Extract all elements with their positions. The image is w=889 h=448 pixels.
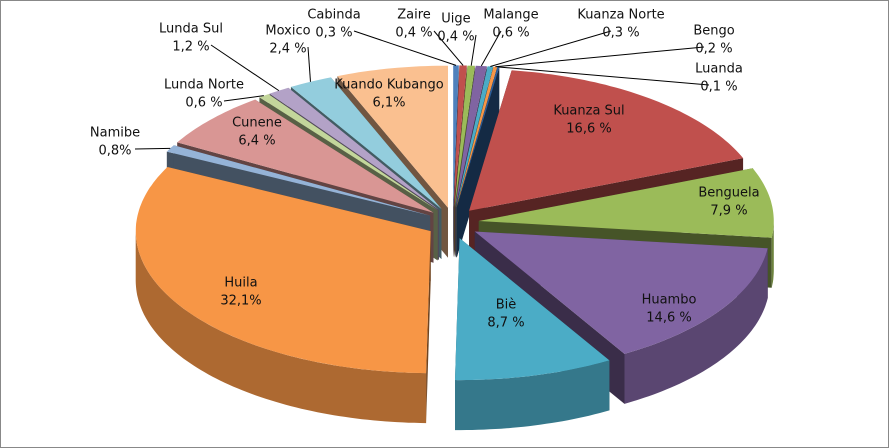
slice-label: Kuanza Sul xyxy=(553,104,624,119)
leader-line xyxy=(433,30,464,66)
slice-side xyxy=(455,360,610,431)
slice-label: Uige xyxy=(441,12,470,27)
slice xyxy=(135,167,431,374)
slice xyxy=(259,94,438,211)
slice xyxy=(474,231,768,354)
slice xyxy=(177,99,434,213)
slice-value-label: 32,1% xyxy=(220,294,261,309)
slice-value-label: 0,6 % xyxy=(492,26,529,41)
slice-label: Lunda Sul xyxy=(159,22,223,37)
leader-line xyxy=(470,34,477,66)
slice xyxy=(453,65,459,208)
slice-side xyxy=(624,248,768,404)
slice-label: Huila xyxy=(224,276,257,291)
slice-side xyxy=(771,221,774,288)
slice xyxy=(454,65,475,208)
leader-line xyxy=(498,66,710,86)
slice xyxy=(453,65,467,208)
slice-label: Cunene xyxy=(232,116,282,131)
leader-line xyxy=(210,44,280,92)
leader-line xyxy=(134,147,171,150)
slice-label: Bengo xyxy=(693,24,734,39)
slice-label: Zaire xyxy=(397,8,431,23)
slice-label: Kuanza Norte xyxy=(577,8,664,23)
slice-label: Cabinda xyxy=(307,8,360,23)
slice xyxy=(166,145,431,216)
leader-line xyxy=(495,46,705,68)
slice-label: Namibe xyxy=(90,126,140,141)
slice-label: Malange xyxy=(483,8,538,23)
leader-line xyxy=(223,95,264,102)
slice xyxy=(269,87,439,210)
slice xyxy=(455,65,487,208)
leader-line xyxy=(480,30,502,67)
slice-value-label: 16,6 % xyxy=(566,122,611,137)
slice-label: Moxico xyxy=(265,24,310,39)
slice-value-label: 6,4 % xyxy=(238,134,275,149)
slice xyxy=(456,66,498,208)
slice-label: Huambo xyxy=(642,293,697,308)
slice-value-label: 7,9 % xyxy=(710,204,747,219)
slice-label: Benguela xyxy=(698,186,759,201)
slice xyxy=(290,77,442,210)
slice-value-label: 0,3 % xyxy=(602,26,639,41)
slice-value-label: 6,1% xyxy=(372,96,405,111)
slice-value-label: 8,7 % xyxy=(487,316,524,331)
slice-wall xyxy=(456,67,500,258)
slice-label: Biè xyxy=(496,298,517,313)
slice-label: Lunda Norte xyxy=(164,78,244,93)
slice xyxy=(478,168,774,238)
slice-label: Kuando Kubango xyxy=(334,78,443,93)
leader-line xyxy=(353,30,457,66)
slice xyxy=(337,65,448,208)
slice-value-label: 0,1 % xyxy=(700,80,737,95)
slice-value-label: 2,4 % xyxy=(269,42,306,57)
slice xyxy=(455,238,610,381)
slice-value-label: 0,8% xyxy=(98,144,131,159)
slice-value-label: 0,4 % xyxy=(395,26,432,41)
slice xyxy=(469,70,744,211)
slice-value-label: 0,6 % xyxy=(185,96,222,111)
slice-value-label: 14,6 % xyxy=(646,311,691,326)
slice xyxy=(456,66,494,208)
slice-value-label: 0,4 % xyxy=(437,30,474,45)
leader-line xyxy=(307,46,311,82)
slice-value-label: 0,2 % xyxy=(695,42,732,57)
leader-line xyxy=(490,30,612,67)
slice-value-label: 1,2 % xyxy=(172,40,209,55)
slice xyxy=(456,66,500,208)
slice-value-label: 0,3 % xyxy=(315,26,352,41)
slice-side xyxy=(135,231,427,424)
slice-label: Luanda xyxy=(695,62,743,77)
